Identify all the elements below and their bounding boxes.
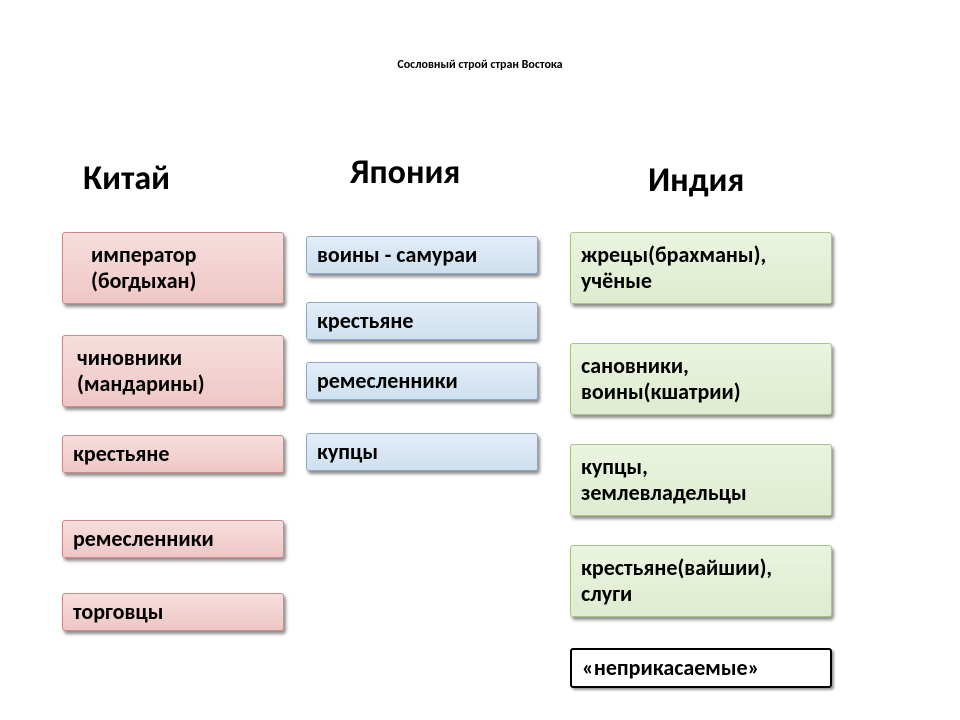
box-line: «неприкасаемые» <box>582 655 759 681</box>
box-line: купцы, <box>581 454 648 480</box>
china-officials: чиновники(мандарины) <box>62 335 284 407</box>
japan-peasants: крестьяне <box>306 302 538 340</box>
column-header-india: Индия <box>648 160 744 201</box>
box-line: учёные <box>581 268 652 294</box>
box-line: чиновники <box>77 345 182 371</box>
box-line: ремесленники <box>317 368 458 394</box>
india-untouchables: «неприкасаемые» <box>570 648 832 688</box>
box-line: землевладельцы <box>581 480 747 506</box>
japan-merchants: купцы <box>306 433 538 471</box>
box-line: слуги <box>581 581 632 607</box>
box-line: крестьяне <box>317 308 413 334</box>
japan-samurai: воины - самураи <box>306 236 538 274</box>
china-peasants: крестьяне <box>62 435 284 473</box>
box-line: купцы <box>317 439 378 465</box>
box-line: воины - самураи <box>317 242 477 268</box>
china-merchants: торговцы <box>62 593 284 631</box>
box-line: (мандарины) <box>77 371 205 397</box>
box-line: крестьяне <box>73 441 169 467</box>
india-vaishya: крестьяне(вайшии),слуги <box>570 545 832 617</box>
box-line: крестьяне(вайшии), <box>581 555 772 581</box>
china-artisans: ремесленники <box>62 520 284 558</box>
box-line: воины(кшатрии) <box>581 379 741 405</box>
column-header-japan: Япония <box>350 152 460 193</box>
page: Сословный строй стран Востока Китай Япон… <box>0 0 960 720</box>
india-kshatriya: сановники,воины(кшатрии) <box>570 343 832 415</box>
page-title: Сословный строй стран Востока <box>0 58 960 72</box>
column-header-china: Китай <box>83 158 170 199</box>
box-line: (богдыхан) <box>91 268 196 294</box>
india-merchants-landowners: купцы,землевладельцы <box>570 444 832 516</box>
box-line: ремесленники <box>73 526 214 552</box>
india-brahmans: жрецы(брахманы),учёные <box>570 232 832 304</box>
box-line: император <box>91 242 196 268</box>
japan-artisans: ремесленники <box>306 362 538 400</box>
china-emperor: император(богдыхан) <box>62 232 284 304</box>
box-line: сановники, <box>581 353 689 379</box>
box-line: жрецы(брахманы), <box>581 242 766 268</box>
box-line: торговцы <box>73 599 163 625</box>
